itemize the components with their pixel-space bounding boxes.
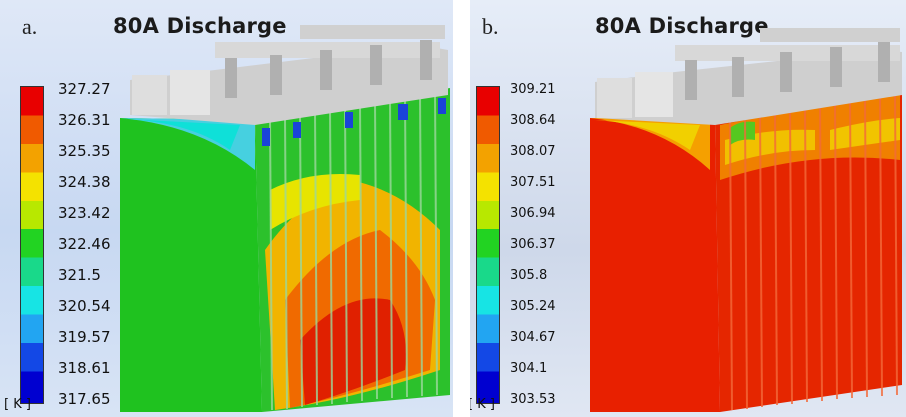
- legend-label: 304.1: [510, 361, 548, 376]
- panel-title: 80A Discharge: [113, 14, 287, 38]
- legend-label: 305.24: [510, 299, 556, 314]
- legend-label: 325.35: [58, 142, 111, 160]
- legend-label: 324.38: [58, 173, 111, 191]
- unit-label: [ K ]: [470, 397, 495, 412]
- temperature-contour-render: [590, 28, 902, 412]
- legend-label: 304.67: [510, 330, 556, 345]
- legend-label: 320.54: [58, 297, 111, 315]
- legend-label: 308.64: [510, 113, 556, 128]
- temperature-contour-render: [120, 25, 450, 412]
- unit-label: [ K ]: [4, 397, 31, 412]
- panel-separator: [453, 0, 470, 417]
- legend-label: 306.94: [510, 206, 556, 221]
- panel-letter: a.: [22, 14, 38, 39]
- legend-label: 306.37: [510, 237, 556, 252]
- legend-label: 319.57: [58, 328, 111, 346]
- panel-a: a. 80A Discharge: [0, 0, 453, 417]
- legend-label: 322.46: [58, 235, 111, 253]
- legend-label: 307.51: [510, 175, 556, 190]
- legend-label: 305.8: [510, 268, 548, 283]
- legend-label: 327.27: [58, 80, 111, 98]
- legend-label: 317.65: [58, 390, 111, 408]
- panel-title: 80A Discharge: [595, 14, 769, 38]
- panel-letter: b.: [482, 14, 499, 39]
- legend-label: 308.07: [510, 144, 556, 159]
- legend-label: 318.61: [58, 359, 111, 377]
- legend-label: 321.5: [58, 266, 101, 284]
- legend-label: 309.21: [510, 82, 556, 97]
- legend-label: 323.42: [58, 204, 111, 222]
- color-legend-bar: [20, 86, 44, 404]
- panel-b: b. 80A Discharge: [470, 0, 906, 417]
- color-legend-bar: [476, 86, 500, 404]
- legend-label: 326.31: [58, 111, 111, 129]
- legend-label: 303.53: [510, 392, 556, 407]
